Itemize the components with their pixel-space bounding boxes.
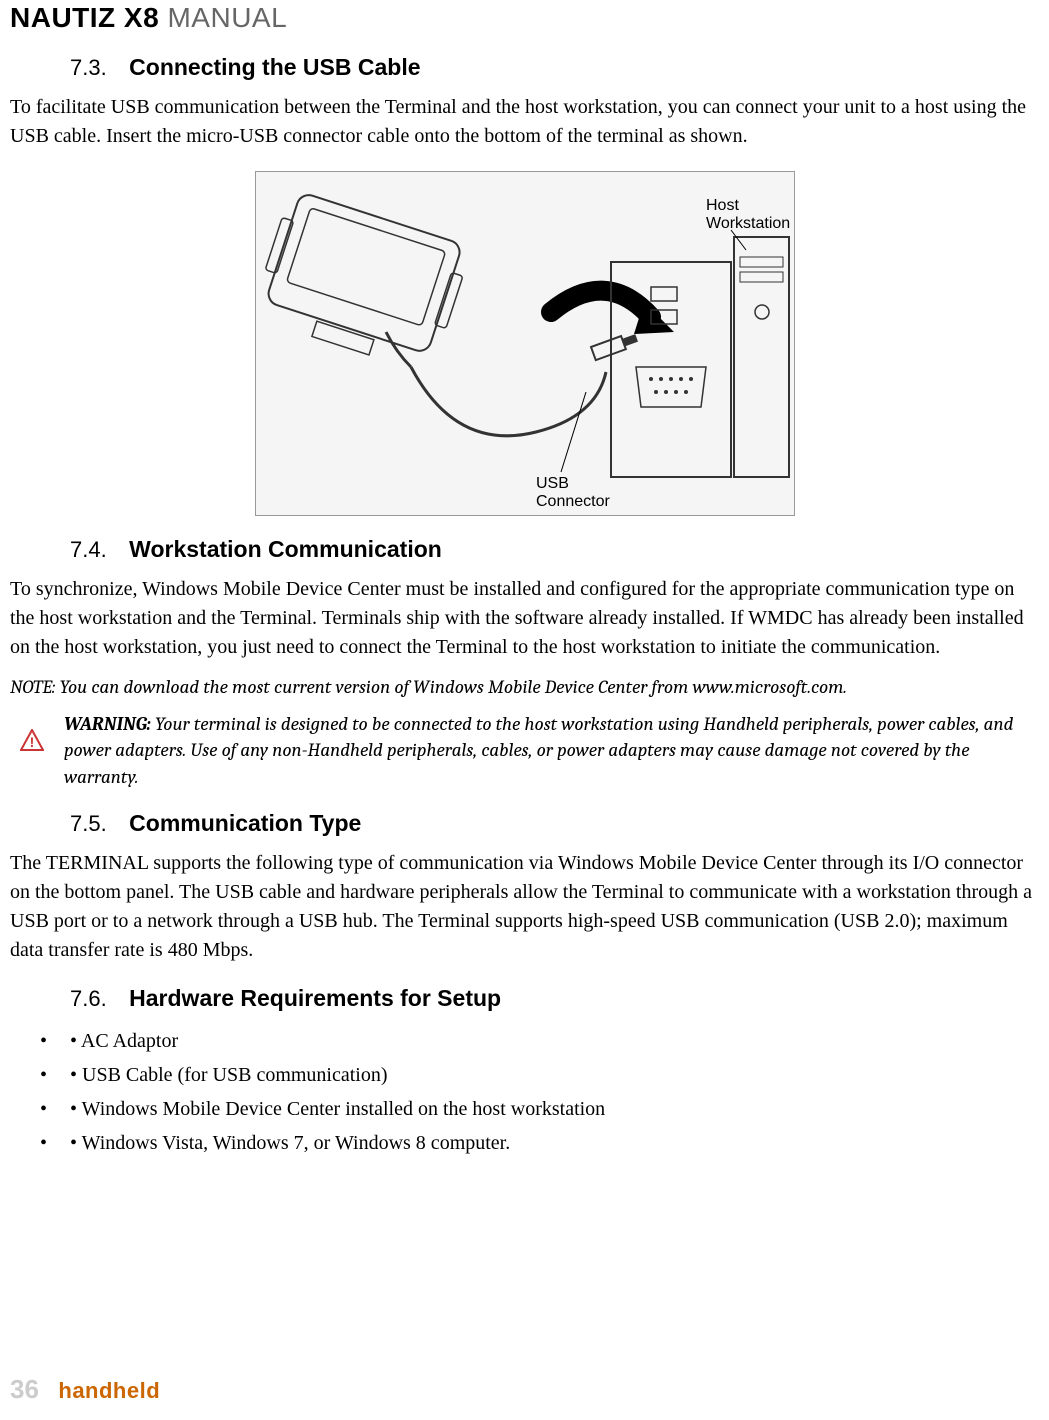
section-num: 7.5.: [70, 811, 107, 836]
footer-brand: handheld: [58, 1378, 160, 1403]
warning-label: WARNING:: [64, 713, 151, 735]
list-item: • Windows Mobile Device Center installed…: [40, 1092, 1039, 1126]
section-title: Workstation Communication: [129, 536, 442, 562]
hardware-requirements-list: • AC Adaptor • USB Cable (for USB commun…: [40, 1024, 1039, 1160]
section-title: Connecting the USB Cable: [129, 54, 420, 80]
section-title: Communication Type: [129, 810, 361, 836]
svg-text:!: !: [30, 734, 35, 750]
list-item: • Windows Vista, Windows 7, or Windows 8…: [40, 1126, 1039, 1160]
list-item: • AC Adaptor: [40, 1024, 1039, 1058]
section-7-3-body: To facilitate USB communication between …: [10, 93, 1039, 151]
section-heading-7-3: 7.3. Connecting the USB Cable: [70, 54, 1039, 81]
section-heading-7-5: 7.5. Communication Type: [70, 810, 1039, 837]
warning-block: ! WARNING: Your terminal is designed to …: [20, 711, 1039, 791]
warning-body: Your terminal is designed to be connecte…: [64, 713, 1013, 788]
section-title: Hardware Requirements for Setup: [129, 985, 501, 1011]
section-num: 7.6.: [70, 986, 107, 1011]
figure-label-host1: Host: [706, 197, 739, 214]
header-title: NAUTIZ X8 MANUAL: [10, 2, 1039, 34]
section-heading-7-4: 7.4. Workstation Communication: [70, 536, 1039, 563]
section-7-5-body: The TERMINAL supports the following type…: [10, 849, 1039, 965]
section-heading-7-6: 7.6. Hardware Requirements for Setup: [70, 985, 1039, 1012]
header-product: NAUTIZ X8: [10, 2, 159, 33]
header-doctype: MANUAL: [167, 2, 287, 33]
warning-text: WARNING: Your terminal is designed to be…: [54, 711, 1039, 791]
usb-connection-figure: Host Workstation USB Connector: [255, 171, 795, 516]
figure-label-usb2: Connector: [536, 493, 610, 510]
note-text: NOTE: You can download the most current …: [10, 674, 1039, 701]
page-number: 36: [10, 1374, 39, 1404]
section-7-4-body: To synchronize, Windows Mobile Device Ce…: [10, 575, 1039, 662]
section-num: 7.3.: [70, 55, 107, 80]
warning-icon: !: [20, 729, 44, 756]
figure-label-host2: Workstation: [706, 215, 790, 232]
list-item: • USB Cable (for USB communication): [40, 1058, 1039, 1092]
figure-label-usb1: USB: [536, 475, 569, 492]
page-footer: 36 handheld: [10, 1374, 160, 1405]
section-num: 7.4.: [70, 537, 107, 562]
